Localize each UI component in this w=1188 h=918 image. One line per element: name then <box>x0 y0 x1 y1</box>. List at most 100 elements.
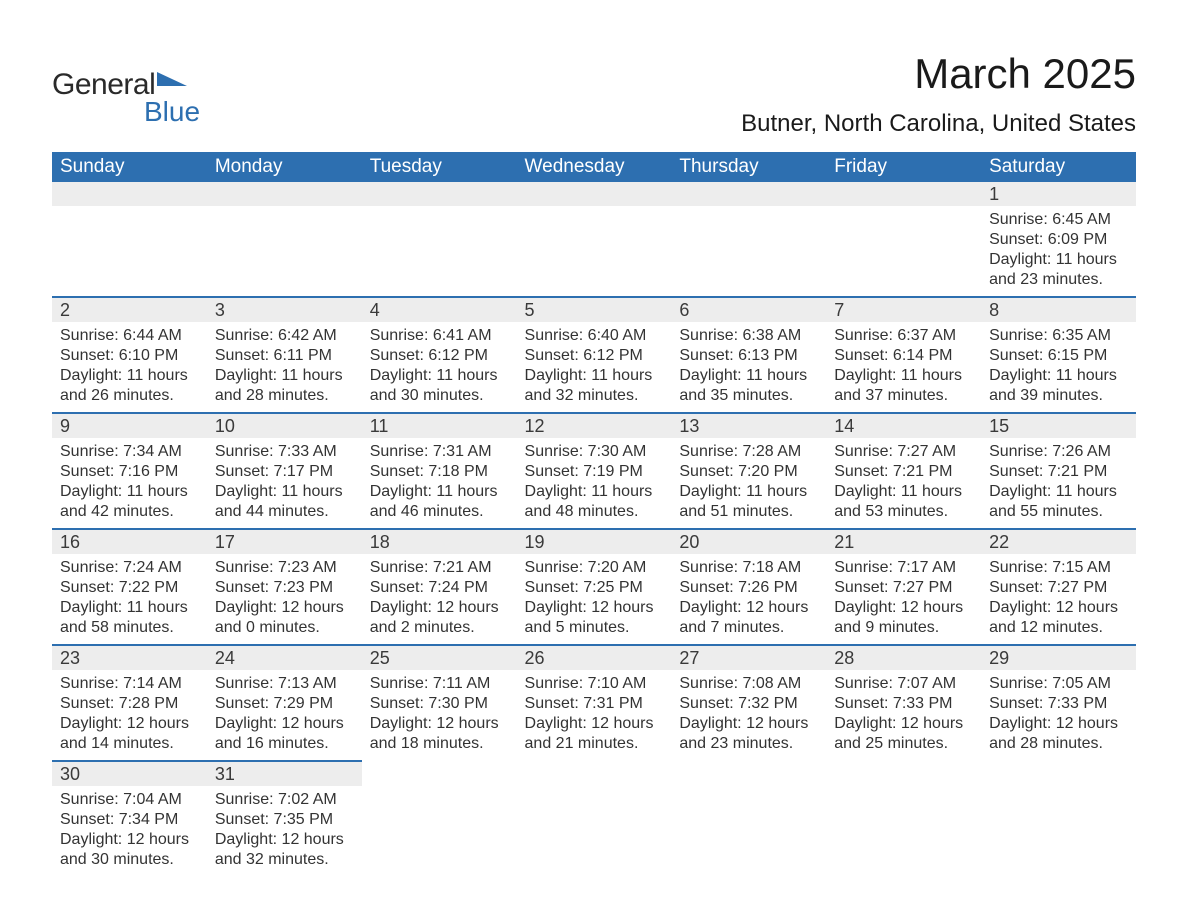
daylight-line: and 5 minutes. <box>525 618 664 638</box>
day-number: 15 <box>981 414 1136 438</box>
sunrise-line: Sunrise: 7:17 AM <box>834 558 973 578</box>
calendar-cell: 15Sunrise: 7:26 AMSunset: 7:21 PMDayligh… <box>981 413 1136 529</box>
daylight-line: and 23 minutes. <box>989 270 1128 290</box>
day-number: 17 <box>207 530 362 554</box>
day-body: Sunrise: 6:40 AMSunset: 6:12 PMDaylight:… <box>517 322 672 412</box>
calendar-cell <box>981 761 1136 876</box>
sunset-line: Sunset: 7:21 PM <box>834 462 973 482</box>
sunset-line: Sunset: 7:28 PM <box>60 694 199 714</box>
day-number: 25 <box>362 646 517 670</box>
calendar-cell: 21Sunrise: 7:17 AMSunset: 7:27 PMDayligh… <box>826 529 981 645</box>
sunset-line: Sunset: 6:13 PM <box>679 346 818 366</box>
sunset-line: Sunset: 7:35 PM <box>215 810 354 830</box>
calendar-cell: 5Sunrise: 6:40 AMSunset: 6:12 PMDaylight… <box>517 297 672 413</box>
sunrise-line: Sunrise: 6:35 AM <box>989 326 1128 346</box>
calendar-cell: 20Sunrise: 7:18 AMSunset: 7:26 PMDayligh… <box>671 529 826 645</box>
sunrise-line: Sunrise: 6:41 AM <box>370 326 509 346</box>
daylight-line: Daylight: 11 hours <box>215 482 354 502</box>
day-body <box>517 206 672 216</box>
day-body: Sunrise: 7:27 AMSunset: 7:21 PMDaylight:… <box>826 438 981 528</box>
day-number <box>517 182 672 206</box>
sunset-line: Sunset: 7:22 PM <box>60 578 199 598</box>
sunrise-line: Sunrise: 7:27 AM <box>834 442 973 462</box>
daylight-line: Daylight: 11 hours <box>60 482 199 502</box>
calendar-table: Sunday Monday Tuesday Wednesday Thursday… <box>52 152 1136 876</box>
day-body: Sunrise: 7:23 AMSunset: 7:23 PMDaylight:… <box>207 554 362 644</box>
daylight-line: and 30 minutes. <box>60 850 199 870</box>
daylight-line: and 32 minutes. <box>215 850 354 870</box>
calendar-cell: 17Sunrise: 7:23 AMSunset: 7:23 PMDayligh… <box>207 529 362 645</box>
sunrise-line: Sunrise: 7:33 AM <box>215 442 354 462</box>
daylight-line: Daylight: 11 hours <box>834 482 973 502</box>
daylight-line: and 9 minutes. <box>834 618 973 638</box>
sunset-line: Sunset: 6:14 PM <box>834 346 973 366</box>
daylight-line: Daylight: 12 hours <box>215 598 354 618</box>
daylight-line: Daylight: 11 hours <box>525 366 664 386</box>
day-body: Sunrise: 7:24 AMSunset: 7:22 PMDaylight:… <box>52 554 207 644</box>
day-body: Sunrise: 7:02 AMSunset: 7:35 PMDaylight:… <box>207 786 362 876</box>
calendar-week-row: 16Sunrise: 7:24 AMSunset: 7:22 PMDayligh… <box>52 529 1136 645</box>
daylight-line: and 23 minutes. <box>679 734 818 754</box>
day-number: 20 <box>671 530 826 554</box>
daylight-line: Daylight: 12 hours <box>679 714 818 734</box>
calendar-cell <box>52 182 207 297</box>
calendar-cell: 11Sunrise: 7:31 AMSunset: 7:18 PMDayligh… <box>362 413 517 529</box>
weekday-wednesday: Wednesday <box>517 152 672 182</box>
calendar-cell: 31Sunrise: 7:02 AMSunset: 7:35 PMDayligh… <box>207 761 362 876</box>
sunrise-line: Sunrise: 7:05 AM <box>989 674 1128 694</box>
sunrise-line: Sunrise: 7:02 AM <box>215 790 354 810</box>
calendar-cell <box>826 182 981 297</box>
daylight-line: and 16 minutes. <box>215 734 354 754</box>
calendar-cell: 10Sunrise: 7:33 AMSunset: 7:17 PMDayligh… <box>207 413 362 529</box>
daylight-line: Daylight: 11 hours <box>679 482 818 502</box>
daylight-line: and 37 minutes. <box>834 386 973 406</box>
day-body: Sunrise: 7:17 AMSunset: 7:27 PMDaylight:… <box>826 554 981 644</box>
day-body <box>207 206 362 216</box>
day-number <box>826 761 981 785</box>
month-title: March 2025 <box>741 50 1136 98</box>
sunset-line: Sunset: 7:23 PM <box>215 578 354 598</box>
day-body: Sunrise: 7:20 AMSunset: 7:25 PMDaylight:… <box>517 554 672 644</box>
day-number <box>517 761 672 785</box>
daylight-line: Daylight: 12 hours <box>525 714 664 734</box>
day-number: 22 <box>981 530 1136 554</box>
sunset-line: Sunset: 7:26 PM <box>679 578 818 598</box>
daylight-line: Daylight: 11 hours <box>834 366 973 386</box>
sunrise-line: Sunrise: 7:04 AM <box>60 790 199 810</box>
daylight-line: Daylight: 12 hours <box>60 830 199 850</box>
sunrise-line: Sunrise: 7:07 AM <box>834 674 973 694</box>
day-number: 2 <box>52 298 207 322</box>
day-number: 23 <box>52 646 207 670</box>
daylight-line: and 32 minutes. <box>525 386 664 406</box>
sunrise-line: Sunrise: 7:13 AM <box>215 674 354 694</box>
sunrise-line: Sunrise: 6:40 AM <box>525 326 664 346</box>
daylight-line: and 39 minutes. <box>989 386 1128 406</box>
calendar-cell: 19Sunrise: 7:20 AMSunset: 7:25 PMDayligh… <box>517 529 672 645</box>
calendar-cell <box>517 182 672 297</box>
daylight-line: and 51 minutes. <box>679 502 818 522</box>
daylight-line: Daylight: 12 hours <box>525 598 664 618</box>
sunrise-line: Sunrise: 6:37 AM <box>834 326 973 346</box>
day-number: 14 <box>826 414 981 438</box>
sunset-line: Sunset: 6:12 PM <box>525 346 664 366</box>
calendar-cell: 22Sunrise: 7:15 AMSunset: 7:27 PMDayligh… <box>981 529 1136 645</box>
day-body <box>671 785 826 795</box>
day-body: Sunrise: 7:10 AMSunset: 7:31 PMDaylight:… <box>517 670 672 760</box>
sunrise-line: Sunrise: 7:15 AM <box>989 558 1128 578</box>
day-body: Sunrise: 7:05 AMSunset: 7:33 PMDaylight:… <box>981 670 1136 760</box>
weekday-tuesday: Tuesday <box>362 152 517 182</box>
day-body <box>362 785 517 795</box>
calendar-cell: 29Sunrise: 7:05 AMSunset: 7:33 PMDayligh… <box>981 645 1136 761</box>
sunset-line: Sunset: 7:31 PM <box>525 694 664 714</box>
day-number: 9 <box>52 414 207 438</box>
day-number: 16 <box>52 530 207 554</box>
calendar-cell: 16Sunrise: 7:24 AMSunset: 7:22 PMDayligh… <box>52 529 207 645</box>
sunset-line: Sunset: 6:09 PM <box>989 230 1128 250</box>
day-body: Sunrise: 6:41 AMSunset: 6:12 PMDaylight:… <box>362 322 517 412</box>
calendar-cell <box>362 761 517 876</box>
daylight-line: and 12 minutes. <box>989 618 1128 638</box>
header: General Blue March 2025 Butner, North Ca… <box>52 50 1136 138</box>
calendar-cell <box>362 182 517 297</box>
sunset-line: Sunset: 7:27 PM <box>834 578 973 598</box>
sunset-line: Sunset: 7:16 PM <box>60 462 199 482</box>
